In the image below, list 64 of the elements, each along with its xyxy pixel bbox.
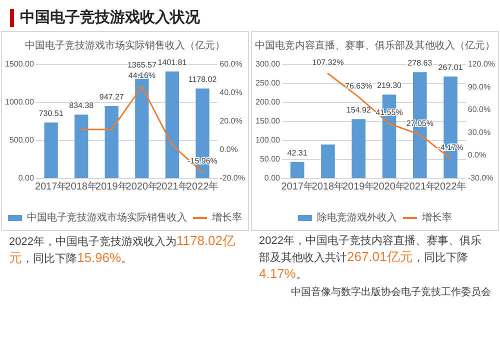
y-tick-label: 100.00 (256, 136, 281, 144)
legend-label: 增长率 (421, 212, 452, 224)
x-tick-label: 2018年 (312, 180, 344, 192)
y-tick-label: 200.00 (256, 98, 281, 106)
bar (104, 106, 118, 178)
data-label: 1178.02 (188, 74, 218, 84)
data-label: 1401.81 (158, 58, 188, 67)
y2-tick-label: -20.0% (220, 174, 246, 182)
x-tick-label: 2022年 (434, 180, 467, 192)
x-tick-label: 2017年 (34, 180, 68, 192)
data-label: 44.16% (128, 71, 156, 80)
data-label: 154.92 (346, 106, 372, 115)
x-tick-label: 2017年 (281, 180, 314, 192)
y-tick-label: 500.00 (9, 136, 34, 144)
y-tick-label: 300.00 (256, 60, 281, 68)
y2-tick-label: 40.0% (220, 88, 242, 97)
x-tick-label: 2021年 (404, 180, 436, 192)
chart-title: 中国电子竞技游戏市场实际销售收入（亿元） (25, 40, 225, 52)
data-label: 42.31 (287, 148, 308, 158)
y2-tick-label: 120.0% (468, 60, 496, 68)
x-tick-label: 2020年 (373, 180, 406, 192)
data-label: 1365.57 (127, 60, 157, 70)
data-label: 834.38 (69, 101, 94, 110)
y2-tick-label: 20.0% (220, 116, 242, 126)
x-tick-label: 2018年 (65, 180, 98, 192)
chart-title: 中国电竞内容直播、赛事、俱乐部及其他收入（亿元） (255, 40, 495, 52)
y2-tick-label: 60.0% (468, 105, 491, 114)
x-tick-label: 2019年 (96, 180, 128, 192)
bar (290, 162, 304, 178)
bar (321, 144, 335, 178)
legend-label: 增长率 (211, 212, 242, 224)
bar (74, 114, 88, 178)
data-label: 107.32% (312, 58, 344, 68)
x-tick-label: 2021年 (156, 180, 188, 192)
y-tick-label: 0.00 (264, 174, 281, 182)
data-label: 267.01 (438, 63, 464, 72)
text: 2022年，中国电子竞技游戏收入为1178.02亿元，同比下降15.96%。 (9, 233, 236, 265)
y2-tick-label: 0.0% (468, 150, 486, 160)
y-tick-label: 1000.00 (4, 98, 34, 106)
text: 2022年，中国电子竞技内容直播、赛事、俱乐部及其他收入共计267.01亿元，同比下降4.17%。 (259, 235, 482, 281)
y-tick-label: 0.00 (18, 174, 34, 182)
data-label: 278.63 (408, 58, 433, 68)
y2-tick-label: 0.0% (220, 145, 238, 154)
data-label: -15.96% (188, 156, 218, 166)
data-label: 76.63% (345, 81, 372, 90)
y-tick-label: 250.00 (256, 78, 281, 88)
y2-tick-label: 90.0% (468, 82, 491, 92)
y-tick-label: 50.00 (260, 154, 281, 164)
bar (165, 71, 180, 178)
text: 中国音像与数字出版协会电子竞技工作委员会 (291, 287, 491, 298)
legend-label: 除电竞游戏外收入 (317, 212, 397, 224)
data-label: 219.30 (377, 81, 402, 90)
y-tick-label: 1500.00 (4, 60, 34, 68)
legend-label: 中国电子竞技游戏市场实际销售收入 (27, 212, 187, 224)
text: 中国电子竞技游戏收入状况 (20, 8, 200, 27)
bar (44, 122, 58, 178)
data-label: 730.51 (38, 108, 64, 118)
y2-tick-label: 60.0% (220, 60, 242, 68)
x-tick-label: 2019年 (342, 180, 375, 192)
y-tick-label: 150.00 (256, 116, 281, 126)
y2-tick-label: -30.0% (468, 174, 494, 182)
bar (352, 119, 366, 178)
data-label: 947.27 (99, 92, 124, 102)
y2-tick-label: 30.0% (468, 128, 491, 137)
